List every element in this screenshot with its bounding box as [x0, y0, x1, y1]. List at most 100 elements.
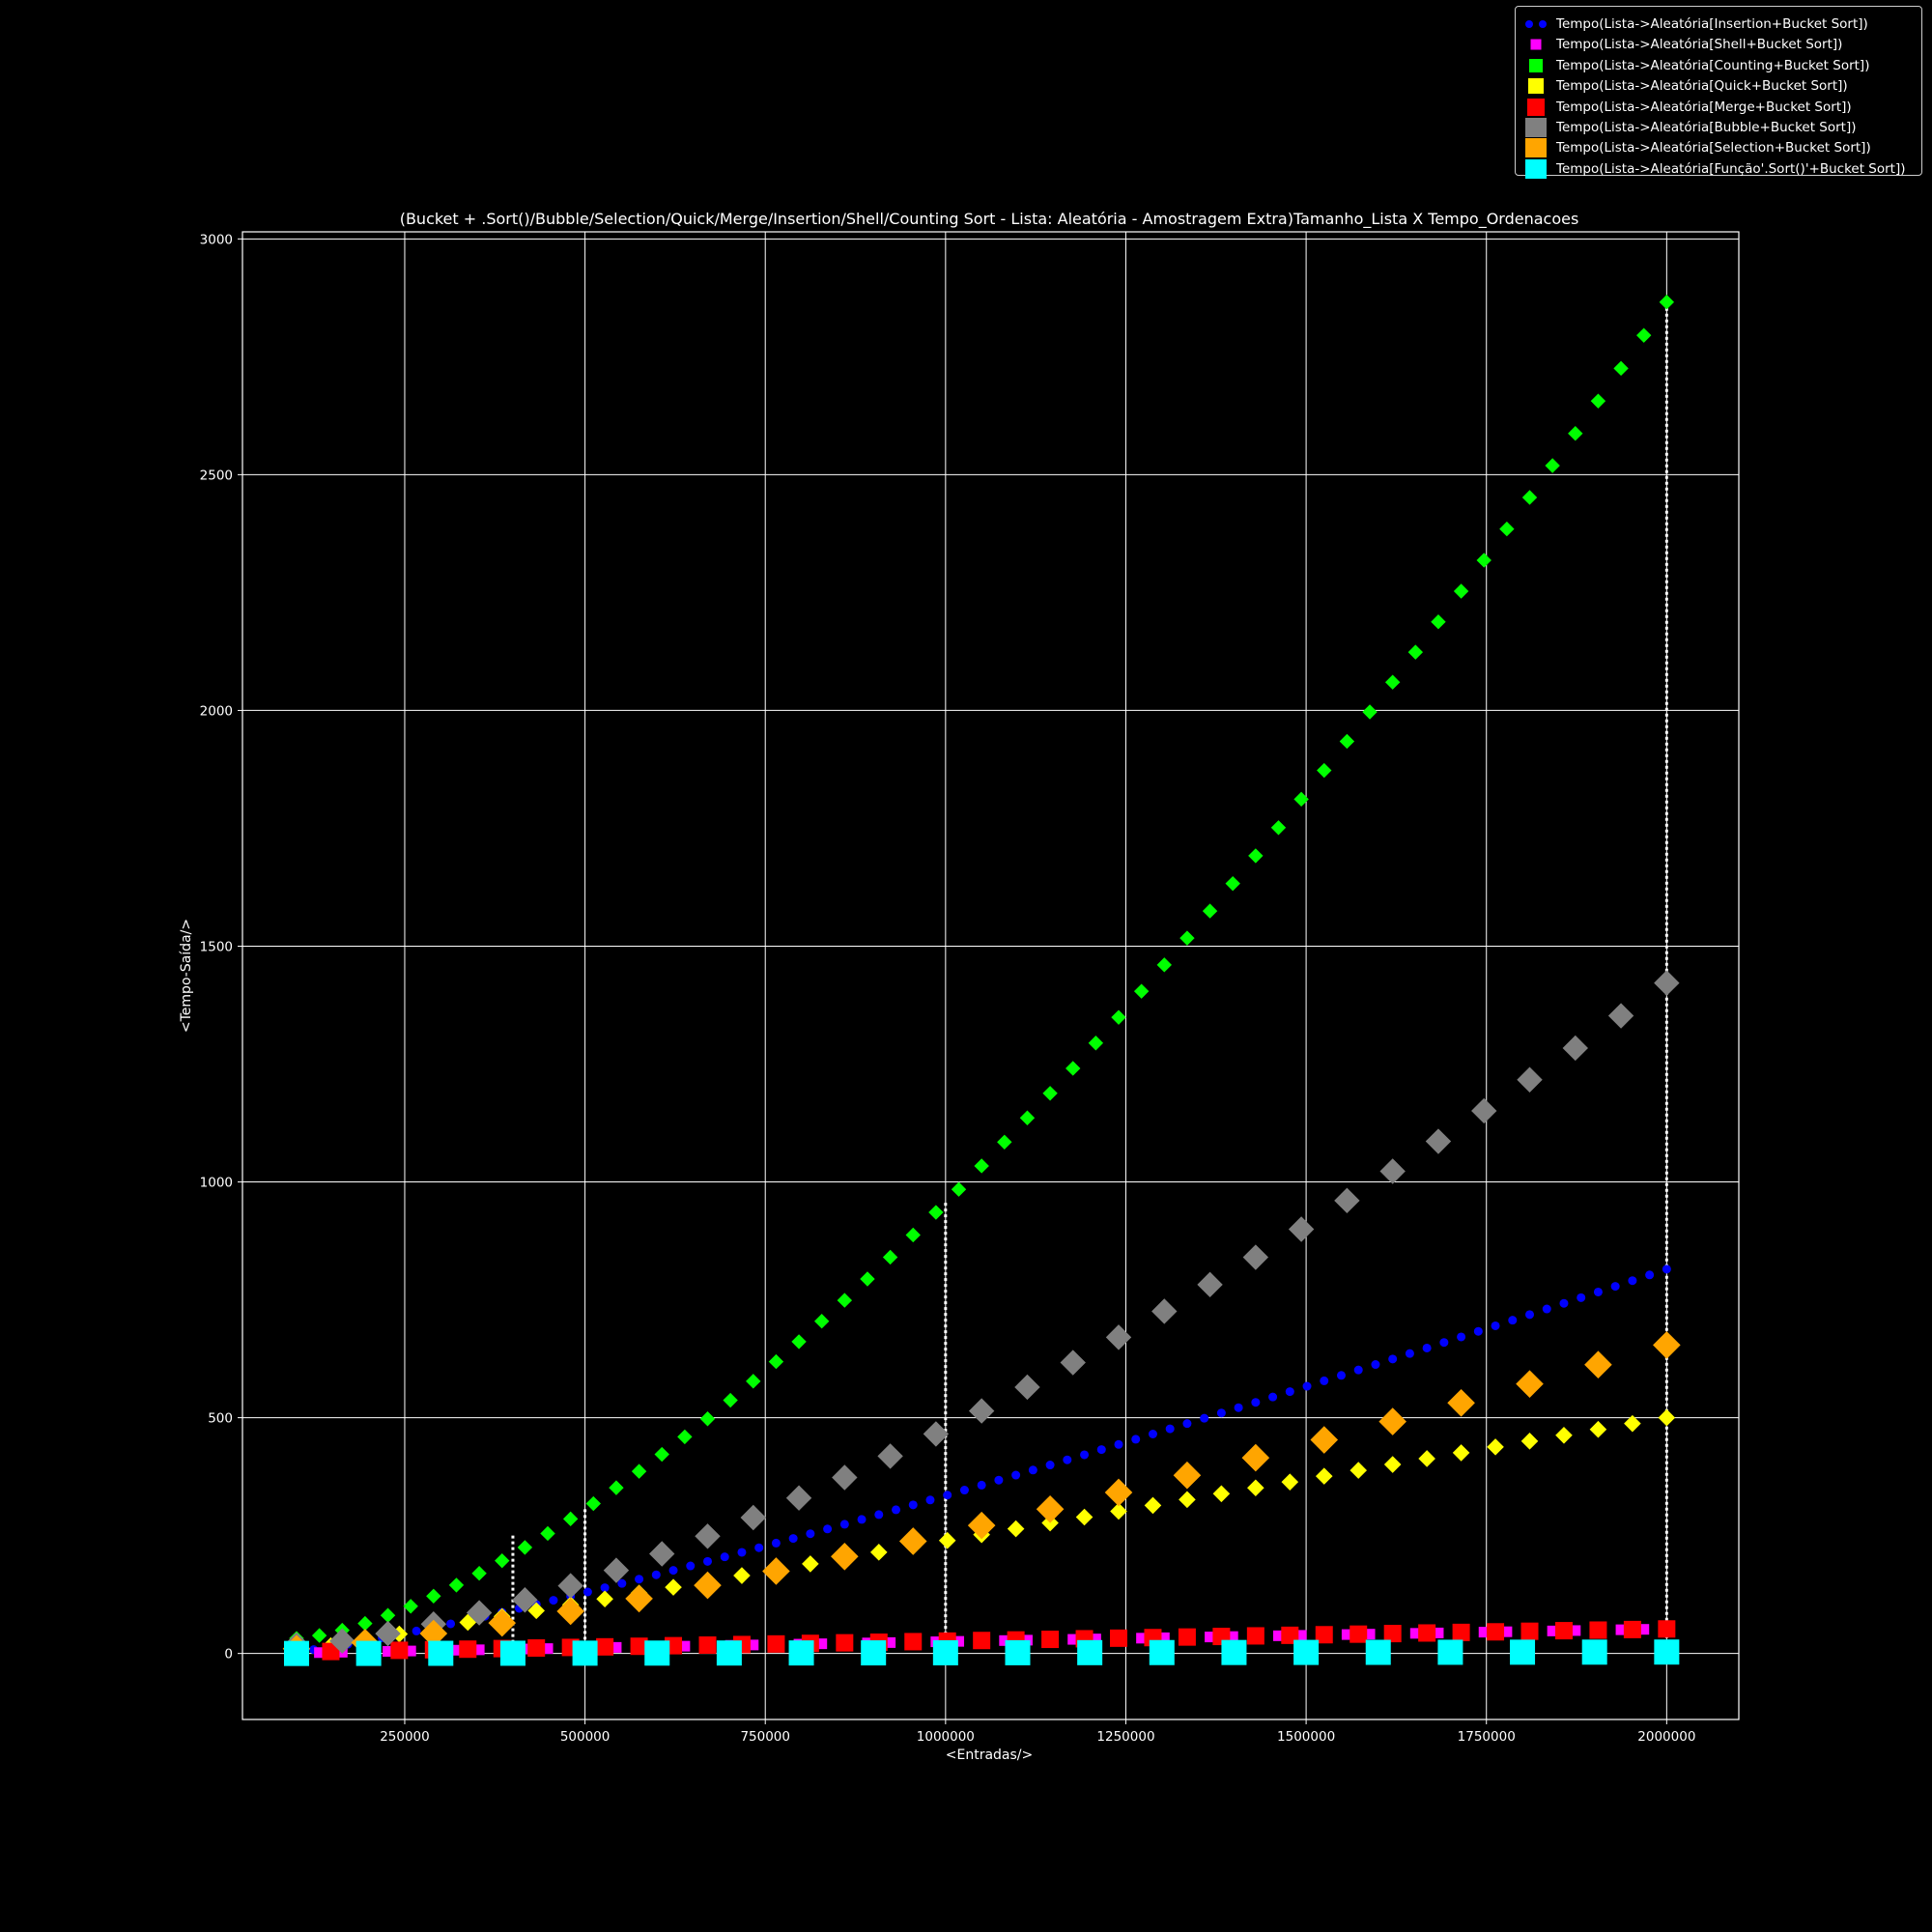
data-point: [644, 1640, 670, 1666]
data-point: [768, 1353, 784, 1370]
data-point: [357, 1615, 373, 1632]
data-point: [1114, 1439, 1123, 1449]
data-point: [668, 1566, 678, 1576]
y-tick-label: 2500: [200, 468, 233, 483]
data-point: [1242, 1244, 1269, 1270]
data-point: [450, 1644, 462, 1656]
data-point: [1559, 1298, 1569, 1308]
data-point: [1418, 1450, 1435, 1467]
data-point: [557, 1573, 583, 1599]
data-point: [904, 1633, 923, 1651]
data-point: [1545, 458, 1560, 473]
data-point: [665, 1578, 682, 1596]
data-point: [699, 1411, 716, 1427]
data-point: [1165, 1424, 1175, 1434]
data-point: [1067, 1634, 1079, 1645]
legend-label: Tempo(Lista->Aleatória[Shell+Bucket Sort…: [1556, 37, 1843, 53]
legend-label: Tempo(Lista->Aleatória[Quick+Bucket Sort…: [1556, 78, 1848, 95]
data-point: [1554, 1622, 1573, 1640]
legend-label: Tempo(Lista->Aleatória[Counting+Bucket S…: [1556, 57, 1870, 73]
data-point: [723, 1392, 738, 1408]
legend: Tempo(Lista->Aleatória[Insertion+Bucket …: [1515, 6, 1922, 179]
data-point: [1589, 1420, 1607, 1438]
data-point: [1581, 1639, 1607, 1665]
data-point: [816, 1638, 828, 1650]
data-point: [1246, 1627, 1264, 1645]
data-point: [412, 1626, 421, 1635]
data-point: [1473, 1326, 1483, 1336]
data-point: [426, 1588, 441, 1605]
data-point: [617, 1578, 627, 1588]
legend-marker-icon: [1525, 158, 1547, 179]
data-point: [631, 1463, 647, 1479]
data-point: [967, 1511, 996, 1540]
data-point: [1088, 1036, 1104, 1051]
data-point: [1555, 1426, 1573, 1444]
data-point: [1028, 1465, 1037, 1475]
data-point: [1110, 1629, 1128, 1647]
data-point: [1562, 1035, 1588, 1062]
data-point: [823, 1524, 833, 1534]
data-point: [1302, 1381, 1312, 1391]
data-point: [925, 1495, 935, 1505]
data-point: [1501, 1626, 1513, 1637]
data-point: [380, 1607, 396, 1623]
y-tick-label: 0: [224, 1647, 233, 1662]
data-point: [857, 1515, 867, 1524]
data-point: [1315, 1467, 1333, 1485]
data-point: [1516, 1370, 1544, 1398]
legend-label: Tempo(Lista->Aleatória[Bubble+Bucket Sor…: [1556, 120, 1857, 135]
data-point: [1520, 1433, 1539, 1450]
data-point: [1295, 1630, 1307, 1641]
data-point: [1212, 1485, 1231, 1503]
data-point: [748, 1639, 759, 1651]
data-point: [322, 1642, 340, 1661]
data-point: [1478, 1627, 1490, 1638]
data-point: [892, 1505, 901, 1515]
data-point: [1179, 930, 1195, 946]
data-point: [1063, 1455, 1072, 1464]
data-point: [1607, 1003, 1634, 1029]
data-point: [1270, 820, 1287, 836]
data-point: [968, 1398, 995, 1424]
data-point: [1658, 1620, 1676, 1638]
data-point: [1437, 1639, 1463, 1665]
data-point: [802, 1555, 819, 1573]
data-point: [1317, 762, 1332, 779]
data-point: [767, 1634, 785, 1653]
data-point: [1645, 1270, 1655, 1280]
data-point: [1610, 1282, 1620, 1292]
data-point: [527, 1602, 546, 1620]
data-point: [973, 1632, 991, 1650]
data-point: [1036, 1494, 1065, 1523]
data-point: [1293, 1639, 1320, 1665]
data-point: [1241, 1443, 1270, 1472]
data-point: [1378, 1407, 1406, 1435]
data-point: [1045, 1461, 1055, 1470]
data-point: [1227, 1631, 1238, 1642]
data-point: [1216, 1408, 1226, 1418]
data-point: [1205, 1632, 1216, 1643]
data-point: [1293, 791, 1309, 808]
data-point: [283, 1640, 309, 1666]
data-point: [1431, 614, 1446, 630]
data-point: [1105, 1324, 1132, 1350]
data-point: [951, 1181, 967, 1197]
data-point: [908, 1500, 918, 1510]
data-point: [839, 1520, 849, 1529]
data-point: [1272, 1630, 1284, 1641]
data-point: [1200, 1413, 1209, 1423]
data-point: [905, 1227, 921, 1243]
chart-title: (Bucket + .Sort()/Bubble/Selection/Quick…: [400, 210, 1579, 229]
data-point: [1476, 553, 1492, 568]
data-point: [1075, 1508, 1094, 1526]
data-point: [1221, 1639, 1247, 1665]
data-point: [1584, 1350, 1612, 1379]
data-point: [1570, 1625, 1581, 1636]
x-tick-label: 250000: [380, 1729, 430, 1745]
legend-marker-icon: [1525, 138, 1547, 158]
data-point: [495, 1552, 510, 1569]
data-point: [517, 1540, 533, 1555]
data-point: [1104, 1478, 1133, 1507]
data-point: [1288, 1216, 1315, 1242]
